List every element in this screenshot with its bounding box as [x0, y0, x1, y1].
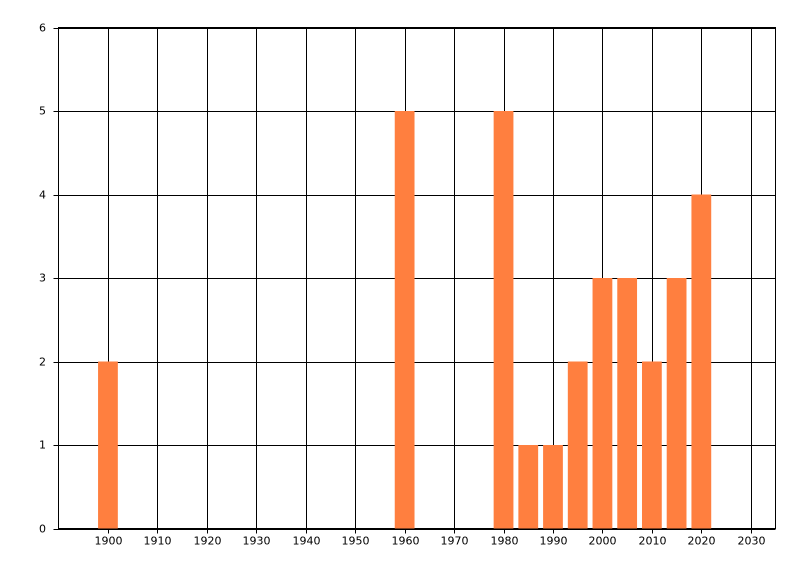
x-tick-label: 1910: [144, 535, 172, 548]
bar: [641, 361, 662, 529]
x-tick-label: 2030: [738, 535, 766, 548]
bar: [98, 361, 118, 529]
bar: [617, 278, 638, 529]
bar: [592, 278, 613, 529]
y-tick-label: 4: [39, 189, 46, 202]
bar: [543, 445, 563, 529]
x-tick-label: 1930: [243, 535, 271, 548]
x-tick-label: 2020: [688, 535, 716, 548]
bar: [394, 111, 415, 529]
y-tick-label: 3: [39, 272, 46, 285]
y-tick-label: 2: [39, 356, 46, 369]
x-tick-label: 1900: [95, 535, 123, 548]
bar: [567, 361, 588, 529]
x-tick-label: 1960: [392, 535, 420, 548]
x-tick-label: 1950: [342, 535, 370, 548]
x-tick-label: 1920: [194, 535, 222, 548]
bar: [666, 278, 687, 529]
y-tick-label: 6: [39, 22, 46, 35]
y-tick-label: 1: [39, 439, 46, 452]
y-tick-label: 0: [39, 523, 46, 536]
x-tick-label: 1970: [441, 535, 469, 548]
bar: [691, 194, 712, 529]
x-tick-label: 1940: [293, 535, 321, 548]
bar: [518, 445, 539, 529]
y-tick-label: 5: [39, 105, 46, 118]
x-tick-label: 1980: [491, 535, 519, 548]
x-tick-label: 2010: [639, 535, 667, 548]
bar: [493, 111, 514, 529]
x-tick-label: 1990: [540, 535, 568, 548]
x-tick-label: 2000: [589, 535, 617, 548]
